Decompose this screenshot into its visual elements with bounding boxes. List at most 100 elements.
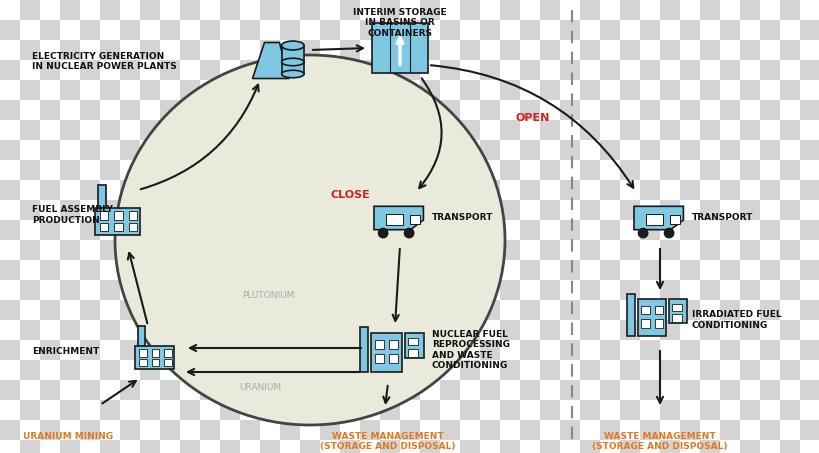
Bar: [260, 440, 279, 453]
Bar: [319, 440, 340, 453]
Bar: [679, 20, 699, 40]
Bar: [759, 320, 779, 340]
Bar: [679, 180, 699, 200]
Ellipse shape: [281, 70, 304, 78]
Bar: [240, 280, 260, 300]
Bar: [799, 400, 819, 420]
Bar: [559, 220, 579, 240]
Bar: [739, 420, 759, 440]
Bar: [679, 420, 699, 440]
Bar: [360, 100, 379, 120]
Bar: [659, 260, 679, 280]
Bar: [340, 180, 360, 200]
Bar: [579, 260, 600, 280]
Bar: [40, 0, 60, 20]
Bar: [100, 260, 120, 280]
Bar: [679, 380, 699, 400]
Bar: [459, 0, 479, 20]
Bar: [60, 380, 80, 400]
Text: WASTE MANAGEMENT
(STORAGE AND DISPOSAL): WASTE MANAGEMENT (STORAGE AND DISPOSAL): [591, 432, 727, 451]
Bar: [719, 140, 739, 160]
Bar: [619, 340, 639, 360]
Bar: [20, 160, 40, 180]
Bar: [500, 100, 519, 120]
Bar: [60, 60, 80, 80]
Bar: [100, 280, 120, 300]
Bar: [200, 260, 219, 280]
Bar: [20, 440, 40, 453]
Bar: [80, 200, 100, 220]
Bar: [779, 140, 799, 160]
Bar: [340, 300, 360, 320]
Bar: [160, 380, 180, 400]
Bar: [639, 100, 659, 120]
Bar: [379, 40, 400, 60]
Bar: [219, 120, 240, 140]
Bar: [200, 0, 219, 20]
Bar: [160, 20, 180, 40]
Bar: [479, 200, 500, 220]
Bar: [540, 160, 559, 180]
Bar: [759, 360, 779, 380]
Bar: [400, 100, 419, 120]
Bar: [40, 180, 60, 200]
Bar: [759, 380, 779, 400]
Bar: [739, 220, 759, 240]
Bar: [240, 160, 260, 180]
Bar: [719, 160, 739, 180]
Bar: [600, 40, 619, 60]
Bar: [60, 220, 80, 240]
Bar: [759, 280, 779, 300]
Bar: [20, 240, 40, 260]
Bar: [279, 20, 300, 40]
Bar: [80, 300, 100, 320]
Bar: [140, 180, 160, 200]
Bar: [120, 420, 140, 440]
Bar: [579, 380, 600, 400]
Bar: [160, 360, 180, 380]
Bar: [379, 260, 400, 280]
Bar: [419, 120, 440, 140]
Bar: [379, 240, 400, 260]
Bar: [619, 220, 639, 240]
Bar: [440, 180, 459, 200]
Bar: [699, 80, 719, 100]
Bar: [200, 140, 219, 160]
Bar: [639, 180, 659, 200]
Bar: [40, 300, 60, 320]
Bar: [739, 120, 759, 140]
Bar: [419, 220, 440, 240]
Bar: [540, 240, 559, 260]
Bar: [0, 100, 20, 120]
Bar: [659, 380, 679, 400]
Bar: [479, 360, 500, 380]
Text: WASTE MANAGEMENT
(STORAGE AND DISPOSAL): WASTE MANAGEMENT (STORAGE AND DISPOSAL): [320, 432, 455, 451]
Text: ENRICHMENT: ENRICHMENT: [32, 347, 99, 357]
Bar: [440, 240, 459, 260]
Bar: [579, 220, 600, 240]
Bar: [240, 320, 260, 340]
Bar: [40, 160, 60, 180]
Bar: [40, 280, 60, 300]
Bar: [419, 140, 440, 160]
Bar: [300, 260, 319, 280]
Bar: [639, 340, 659, 360]
Bar: [500, 280, 519, 300]
Bar: [80, 0, 100, 20]
Bar: [639, 420, 659, 440]
Bar: [340, 260, 360, 280]
Bar: [385, 214, 402, 225]
Bar: [654, 306, 663, 314]
Bar: [699, 440, 719, 453]
Bar: [400, 280, 419, 300]
Bar: [160, 220, 180, 240]
Bar: [379, 60, 400, 80]
Bar: [20, 40, 40, 60]
Bar: [374, 340, 383, 348]
Bar: [40, 200, 60, 220]
Bar: [100, 400, 120, 420]
Bar: [319, 240, 340, 260]
Bar: [20, 140, 40, 160]
Bar: [540, 200, 559, 220]
Bar: [600, 180, 619, 200]
